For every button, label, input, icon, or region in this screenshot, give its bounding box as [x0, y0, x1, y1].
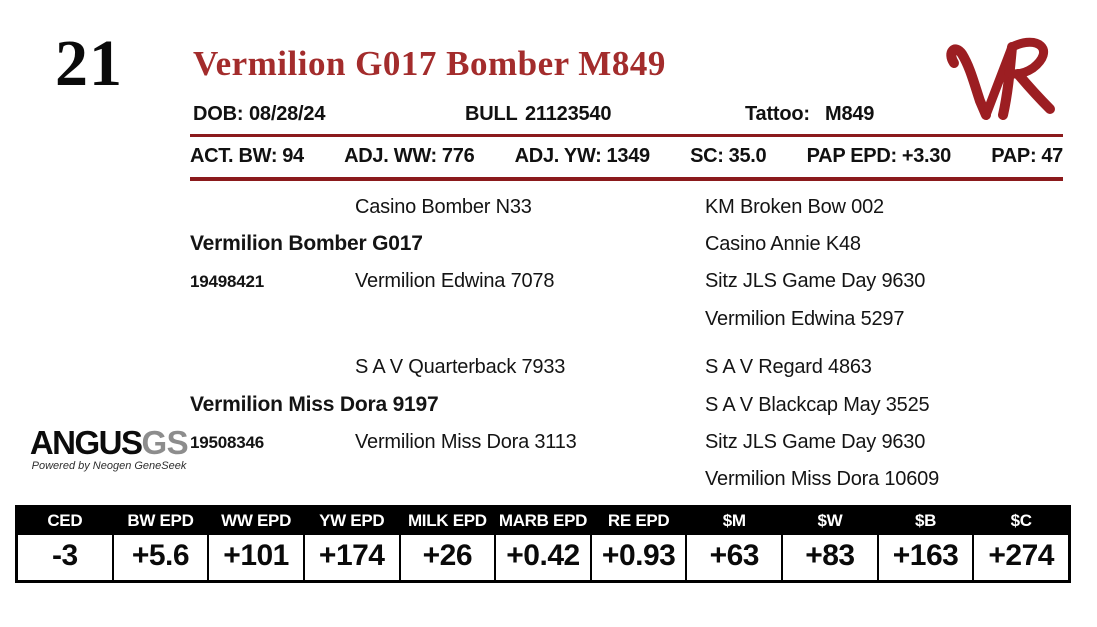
registration-number: 21123540	[525, 103, 612, 125]
pedigree-entry: Sitz JLS Game Day 9630	[705, 270, 926, 292]
epd-value-cell: +63	[687, 535, 782, 580]
tattoo-label: Tattoo:	[745, 103, 810, 125]
pedigree-entry: Vermilion Edwina 5297	[705, 308, 905, 330]
stat-pap: PAP: 47	[991, 145, 1063, 168]
pedigree-sire-sire: Casino Bomber N33	[355, 196, 532, 218]
stat-label: PAP:	[991, 145, 1037, 167]
stat-label: ADJ. WW:	[344, 145, 437, 167]
stat-pap-epd: PAP EPD: +3.30	[806, 145, 952, 168]
epd-header-cell: $B	[878, 508, 973, 535]
pedigree-sire-name: Vermilion Bomber G017	[190, 232, 423, 255]
epd-header-cell: YW EPD	[304, 508, 399, 535]
pedigree-entry: S A V Blackcap May 3525	[705, 394, 930, 416]
divider-rule-top	[190, 134, 1063, 137]
epd-header-cell: $M	[687, 508, 782, 535]
epd-header-cell: WW EPD	[209, 508, 303, 535]
epd-header-cell: RE EPD	[591, 508, 686, 535]
stat-label: ADJ. YW:	[514, 145, 602, 167]
epd-value-cell: +101	[209, 535, 303, 580]
gs-text: GS	[141, 424, 189, 461]
brand-vr-icon	[946, 37, 1055, 120]
pedigree-sire-dam: Vermilion Edwina 7078	[355, 270, 555, 292]
epd-value-cell: +163	[878, 535, 973, 580]
stat-label: SC:	[690, 145, 724, 167]
stat-label: ACT. BW:	[190, 145, 278, 167]
epd-value-cell: +0.93	[591, 535, 686, 580]
stat-adj-yw: ADJ. YW: 1349	[515, 145, 650, 168]
stats-row: ACT. BW: 94 ADJ. WW: 776 ADJ. YW: 1349 SC: 3…	[190, 145, 1063, 168]
stat-value: 94	[282, 145, 304, 167]
pedigree-entry: KM Broken Bow 002	[705, 196, 884, 218]
epd-value-cell: -3	[18, 535, 112, 580]
epd-value-cell: +0.42	[496, 535, 590, 580]
epd-value-cell: +83	[783, 535, 877, 580]
stat-value: 1349	[606, 145, 651, 167]
pedigree-entry: Casino Annie K48	[705, 233, 861, 255]
stat-act-bw: ACT. BW: 94	[190, 145, 304, 168]
lot-title: Vermilion G017 Bomber M849	[193, 44, 666, 83]
epd-value-cell: +274	[974, 535, 1068, 580]
stat-value: 776	[441, 145, 475, 167]
pedigree-entry: Vermilion Miss Dora 10609	[705, 468, 939, 490]
lot-number: 21	[55, 27, 123, 100]
epd-table: CED BW EPD WW EPD YW EPD MILK EPD MARB E…	[15, 505, 1071, 583]
pedigree-dam-reg: 19508346	[190, 433, 265, 452]
dob-label: DOB:	[193, 103, 244, 125]
ranch-brand-logo	[938, 33, 1070, 129]
stat-sc: SC: 35.0	[690, 145, 767, 168]
epd-value-cell: +174	[304, 535, 399, 580]
pedigree-dam-name: Vermilion Miss Dora 9197	[190, 393, 439, 416]
pedigree-entry: S A V Regard 4863	[705, 356, 872, 378]
epd-value-cell: +26	[400, 535, 495, 580]
epd-header-row: CED BW EPD WW EPD YW EPD MILK EPD MARB E…	[18, 508, 1068, 535]
epd-header-cell: $W	[783, 508, 877, 535]
epd-header-cell: MILK EPD	[400, 508, 495, 535]
pedigree-entry: Sitz JLS Game Day 9630	[705, 431, 926, 453]
sex-label: BULL	[465, 103, 518, 125]
dob-value: 08/28/24	[249, 103, 326, 125]
epd-header-cell: CED	[18, 508, 112, 535]
divider-rule-bottom	[190, 177, 1063, 181]
tattoo-value: M849	[825, 103, 875, 125]
stat-adj-ww: ADJ. WW: 776	[344, 145, 475, 168]
epd-header-cell: $C	[974, 508, 1068, 535]
stat-label: PAP EPD:	[806, 145, 898, 167]
stat-value: 47	[1041, 145, 1063, 167]
stat-value: 35.0	[728, 145, 767, 167]
logo-tagline: Powered by Neogen GeneSeek	[31, 460, 187, 472]
stat-value: +3.30	[901, 145, 951, 167]
epd-value-row: -3 +5.6 +101 +174 +26 +0.42 +0.93 +63 +8…	[18, 535, 1068, 580]
pedigree-dam-dam: Vermilion Miss Dora 3113	[355, 431, 577, 453]
epd-header-cell: MARB EPD	[496, 508, 590, 535]
angus-gs-logo: ANGUSGS Powered by Neogen GeneSeek	[24, 426, 194, 473]
epd-header-cell: BW EPD	[113, 508, 208, 535]
info-row: DOB: 08/28/24 BULL 21123540 Tattoo: M849	[193, 103, 1063, 131]
angus-gs-wordmark: ANGUSGS	[24, 426, 194, 460]
angus-text: ANGUS	[29, 424, 143, 461]
epd-value-cell: +5.6	[113, 535, 208, 580]
pedigree-dam-sire: S A V Quarterback 7933	[355, 356, 566, 378]
pedigree-sire-reg: 19498421	[190, 272, 265, 291]
